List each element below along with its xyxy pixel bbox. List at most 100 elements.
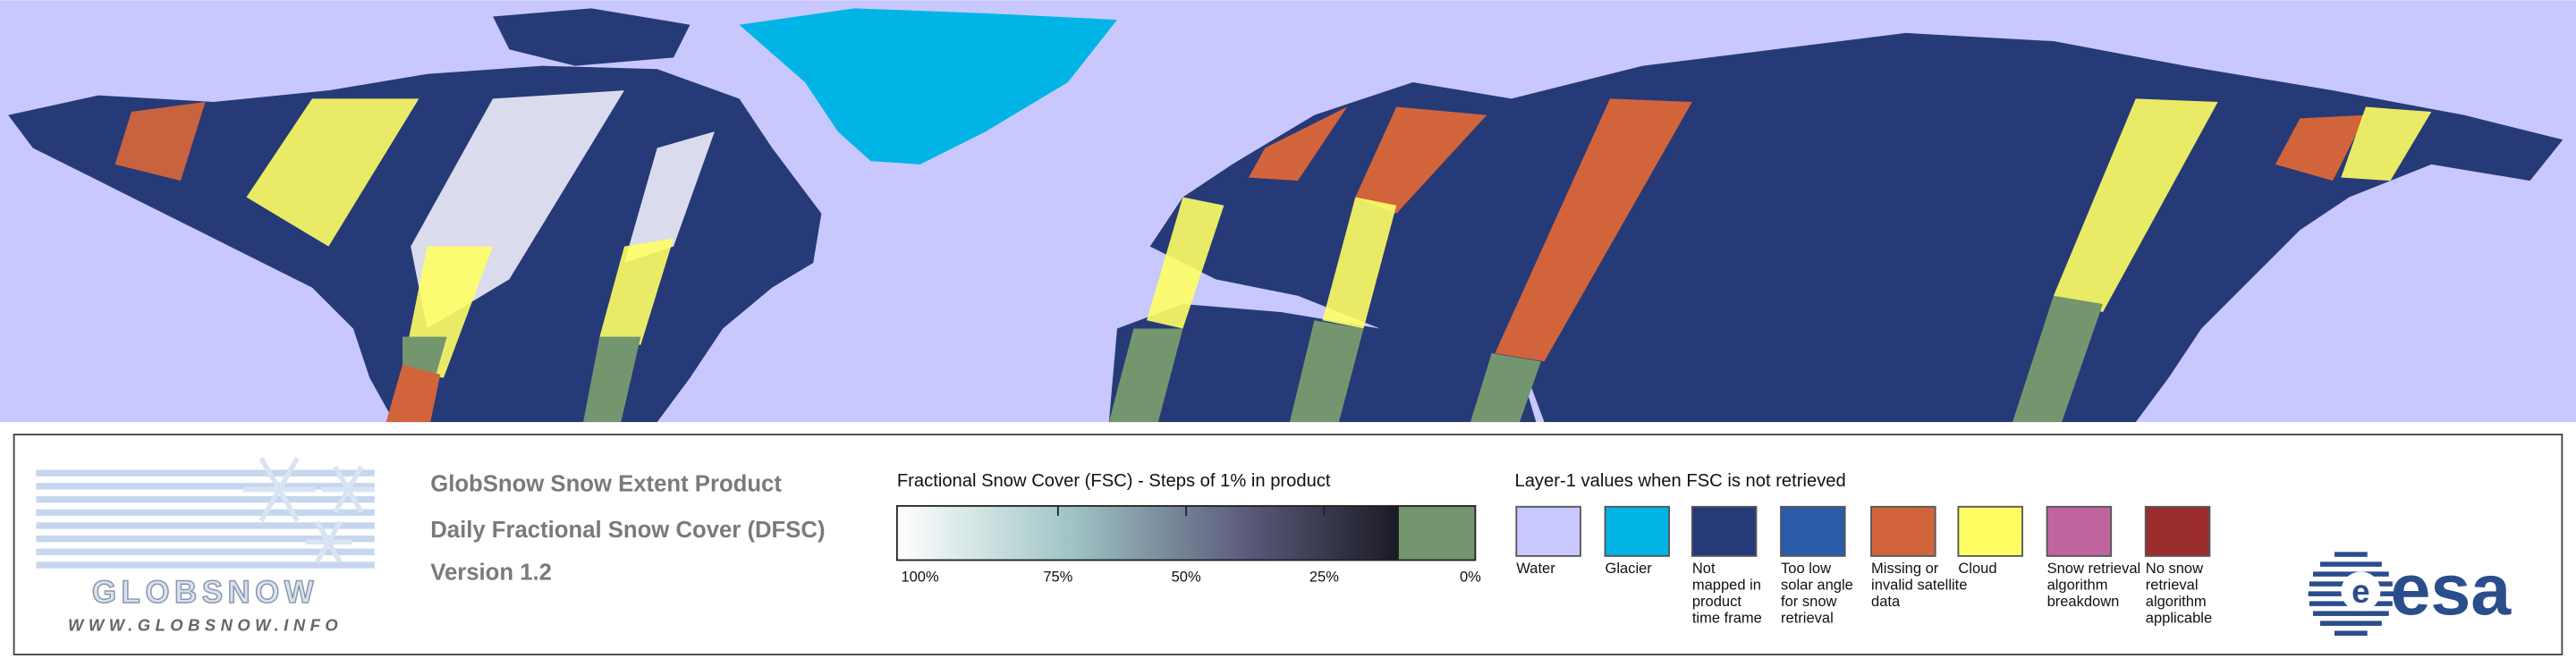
- legend-label: Glacier: [1605, 560, 1652, 577]
- legend-swatch: [2144, 505, 2211, 557]
- legend-label: Not: [1692, 560, 1716, 577]
- swath-orange-6: [2275, 114, 2366, 182]
- legend-label: data: [1871, 593, 1901, 610]
- legend-label: retrieval: [2146, 577, 2199, 594]
- legend-swatch: [2046, 505, 2113, 557]
- swath-green-5: [1470, 353, 1541, 423]
- legend-label: algorithm: [2146, 593, 2207, 610]
- globsnow-logo: GLOBSNOW WWW.GLOBSNOW.INFO: [36, 457, 375, 634]
- colorbar-label: 75%: [1043, 568, 1072, 585]
- swath-yellow-5: [1147, 197, 1224, 329]
- legend-label: retrieval: [1781, 609, 1834, 626]
- colorbar: [895, 504, 1399, 561]
- legend-swatch: [1957, 505, 2023, 557]
- swath-yellow-1: [246, 98, 419, 247]
- swath-yellow-3: [599, 238, 674, 345]
- stripe: [36, 548, 375, 555]
- swath-white-2: [623, 131, 715, 264]
- stripe: [36, 483, 375, 490]
- snowflake-arm: [315, 520, 331, 544]
- swath-yellow-4: [1322, 197, 1397, 329]
- colorbar-title: Fractional Snow Cover (FSC) - Steps of 1…: [897, 471, 1331, 491]
- logo-url: WWW.GLOBSNOW.INFO: [68, 615, 343, 634]
- colorbar-label: 0%: [1460, 568, 1481, 585]
- product-title: GlobSnow Snow Extent Product: [430, 471, 782, 496]
- legend-label: algorithm: [2047, 577, 2108, 594]
- legend-swatch: [1515, 505, 1581, 557]
- map: [0, 0, 2576, 423]
- product-subtitle: Daily Fractional Snow Cover (DFSC): [430, 518, 825, 543]
- snowflake-arm: [326, 540, 343, 563]
- esa-stripe: [2319, 561, 2382, 567]
- legend-label: applicable: [2146, 609, 2212, 626]
- greenland: [739, 8, 1117, 165]
- legend-swatch: [1604, 505, 1671, 557]
- swath-yellow-7: [2341, 106, 2432, 182]
- legend-label: time frame: [1692, 609, 1762, 626]
- stripe: [36, 469, 375, 477]
- stripe: [36, 509, 375, 516]
- product-version: Version 1.2: [430, 561, 552, 586]
- swath-orange-5: [1495, 98, 1692, 362]
- swath-green-4: [1108, 328, 1183, 423]
- esa-stripe: [2313, 611, 2389, 616]
- snowflake-arm: [333, 488, 351, 514]
- esa-e-circle: [2341, 571, 2381, 612]
- stripe: [36, 522, 375, 529]
- legend-label: Too low: [1781, 560, 1831, 577]
- snowflake-arm: [346, 488, 364, 514]
- legend-label: Cloud: [1958, 560, 1996, 577]
- stripe: [36, 561, 375, 569]
- swath-green-6: [2012, 295, 2104, 423]
- colorbar-label: 100%: [901, 568, 939, 585]
- stripe: [36, 535, 375, 543]
- snowflake-arm: [276, 457, 300, 491]
- esa-stripe: [2334, 630, 2368, 636]
- swath-orange-3: [1248, 106, 1348, 182]
- legend-label: invalid satellite: [1871, 577, 1967, 594]
- esa-ring: e: [2308, 552, 2394, 636]
- esa-stripe: [2313, 571, 2389, 577]
- swath-yellow-6: [2053, 98, 2218, 313]
- colorbar-label: 25%: [1309, 568, 1339, 585]
- layer1-title: Layer-1 values when FSC is not retrieved: [1514, 471, 1845, 491]
- legend-label: Water: [1516, 560, 1555, 577]
- snowflake-arm: [315, 540, 331, 563]
- esa-text: esa: [2390, 550, 2512, 630]
- legend-label: No snow: [2146, 560, 2203, 577]
- esa-stripe: [2319, 621, 2382, 626]
- legend-swatch: [1780, 505, 1846, 557]
- legend-label: breakdown: [2047, 593, 2120, 610]
- legend-swatch: [1870, 505, 1936, 557]
- stripe: [36, 495, 375, 503]
- legend-label: mapped in: [1692, 577, 1761, 594]
- colorbar-label: 50%: [1172, 568, 1201, 585]
- legend-label: solar angle: [1781, 577, 1853, 594]
- esa-stripe: [2334, 552, 2368, 557]
- logo-stripes: [36, 457, 375, 569]
- swath-green-3: [1289, 320, 1364, 423]
- snowflake-arm: [326, 520, 343, 544]
- legend-label: Missing or: [1871, 560, 1939, 577]
- esa-logo: e esa: [2308, 550, 2512, 636]
- legend-swatch: [1690, 505, 1758, 557]
- swath-orange-2: [386, 364, 441, 423]
- snowflake-arm: [333, 465, 351, 491]
- swath-green-2: [583, 336, 641, 423]
- swath-orange-4: [1355, 106, 1487, 214]
- esa-e: e: [2351, 573, 2369, 610]
- colorbar-ticks: 100% 75% 50% 25% 0%: [901, 505, 1481, 585]
- snowflake-arm: [276, 488, 300, 522]
- legend-label: for snow: [1781, 593, 1836, 610]
- colorbar-zero: [1397, 504, 1477, 561]
- legend-label: Snow retrieval: [2047, 560, 2141, 577]
- snowflake-arm: [346, 465, 364, 491]
- snowflake-arm: [258, 488, 282, 522]
- legend-label: product: [1692, 593, 1741, 610]
- snowflake-arm: [258, 457, 282, 491]
- canada-islands: [493, 8, 691, 66]
- swath-orange-1: [114, 102, 206, 182]
